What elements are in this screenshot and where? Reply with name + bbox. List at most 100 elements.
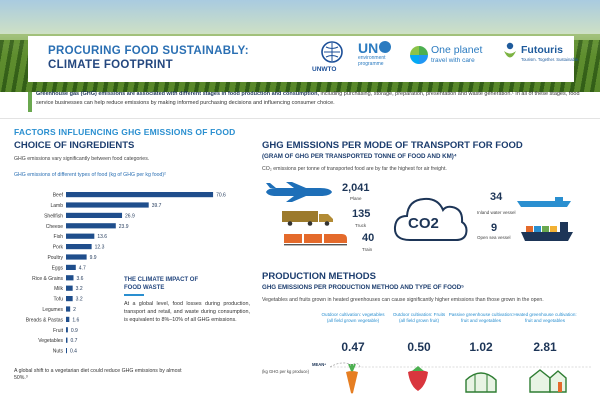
inland-vessel-label: Inland water vessel [477, 210, 516, 215]
bar [66, 285, 73, 291]
bar-category-label: Rice & Grains [32, 276, 63, 282]
page-title-line2: CLIMATE FOOTPRINT [48, 59, 173, 71]
heated-greenhouse-icon [529, 369, 567, 393]
bar-category-label: Nuts [53, 349, 64, 355]
bar [66, 327, 68, 333]
bar-value-label: 13.6 [97, 234, 107, 240]
intro-rest-text: including purchasing, storage, preparati… [36, 91, 580, 106]
bar-category-label: Legumes [42, 307, 63, 313]
choice-subtitle: GHG emissions vary significantly between… [14, 156, 150, 162]
bar [66, 254, 87, 260]
sea-vessel-value: 9 [491, 222, 498, 234]
futouris-logo-text: Futouris [521, 44, 563, 56]
choice-title: CHOICE OF INGREDIENTS [14, 140, 135, 151]
unwto-logo-icon [321, 41, 343, 63]
carrot-icon [346, 364, 358, 394]
bar [66, 264, 76, 270]
plane-icon [266, 182, 332, 202]
food-waste-rule [124, 294, 144, 296]
bar-value-label: 0.7 [70, 338, 77, 344]
greenhouse-icon [465, 372, 497, 393]
inland-vessel-value: 34 [490, 191, 503, 203]
food-waste-box [116, 272, 254, 352]
futouris-logo-icon [504, 42, 516, 58]
bar-value-label: 70.6 [216, 193, 226, 199]
train-icon [284, 234, 347, 246]
method-value-3: 1.02 [469, 340, 493, 354]
factors-title: FACTORS INFLUENCING GHG EMISSIONS OF FOO… [14, 127, 236, 137]
one-planet-logo-icon [410, 46, 428, 64]
bar-value-label: 39.7 [152, 203, 162, 209]
one-planet-logo-text: One planet [431, 44, 483, 56]
transport-note: CO₂ emissions per tonne of transported f… [262, 166, 447, 172]
intro-text: Greenhouse gas (GHG) emissions are assoc… [36, 90, 584, 107]
bar [66, 202, 149, 208]
bar-value-label: 9.9 [90, 255, 97, 261]
bar-category-label: Beef [53, 193, 64, 199]
bar [66, 306, 71, 312]
bar-value-label: 0.9 [71, 328, 78, 334]
bar-category-label: Fruit [53, 328, 64, 334]
chart-caption: GHG emissions of different types of food… [14, 172, 166, 178]
bar-category-label: Fish [54, 234, 64, 240]
method-label-4: Heated greenhouse cultivation: fruit and … [513, 312, 577, 324]
method-label-3: Passive greenhouse cultivation: fruit and… [448, 312, 514, 324]
bar-category-label: Pork [53, 245, 64, 251]
truck-label: Truck [355, 223, 367, 228]
food-waste-body: At a global level, food losses during pr… [124, 301, 250, 323]
futouris-logo-subtext: Tourism. Together. Sustainable. [521, 57, 580, 62]
method-value-4: 2.81 [533, 340, 557, 354]
unep-logo-subtext: environment programme [358, 55, 386, 67]
bar-value-label: 12.3 [95, 245, 105, 251]
food-emissions-bar-chart: Beef 70.6 Lamb 39.7 Shellfish 26.9 Cheese 23.9 F… [26, 192, 226, 355]
bar-category-label: Vegetables [38, 338, 63, 344]
section-divider [0, 118, 600, 119]
plane-value: 2,041 [342, 182, 370, 194]
train-value: 40 [362, 232, 375, 244]
one-planet-logo-subtext: travel with care [431, 57, 475, 64]
method-value-2: 0.50 [407, 340, 431, 354]
bar [66, 296, 73, 302]
intro-bold-text: Greenhouse gas (GHG) emissions are assoc… [36, 91, 319, 97]
transport-subtitle: (GRAM OF GHG PER TRANSPORTED TONNE OF FO… [262, 153, 457, 160]
bar-value-label: 3.2 [76, 297, 83, 303]
bar-value-label: 26.9 [125, 213, 135, 219]
sea-vessel-label: Open sea vessel [477, 235, 511, 240]
production-title: PRODUCTION METHODS [262, 271, 376, 282]
bar-value-label: 1.6 [72, 317, 79, 323]
bar-category-label: Breads & Pastas [26, 317, 64, 323]
truck-icon [282, 211, 333, 226]
production-note: Vegetables and fruits grown in heated gr… [262, 297, 544, 303]
bar-category-label: Lamb [50, 203, 63, 209]
bar-value-label: 0.4 [70, 349, 77, 355]
bar [66, 212, 123, 218]
unep-logo-text: UN [358, 40, 379, 56]
strawberry-icon [408, 366, 428, 391]
method-value-1: 0.47 [341, 340, 365, 354]
bar-value-label: 23.9 [119, 224, 129, 230]
mean-label: MEAN⁶ [312, 362, 327, 367]
bar-category-label: Poultry [47, 255, 63, 261]
bar [66, 337, 68, 343]
bar [66, 244, 92, 250]
co2-cloud-icon [393, 197, 468, 241]
intro-accent-bar [28, 92, 32, 112]
inland-vessel-icon [517, 197, 571, 207]
bar [66, 275, 74, 281]
bar-category-label: Cheese [46, 224, 63, 230]
bar-value-label: 2 [73, 307, 76, 313]
bar-category-label: Shellfish [44, 213, 63, 219]
sea-vessel-icon [521, 222, 573, 241]
page-title-line1: PROCURING FOOD SUSTAINABLY: [48, 45, 249, 57]
truck-value: 135 [352, 208, 371, 220]
unep-globe-icon [379, 41, 391, 53]
method-label-2: Outdoor cultivation: Fruits (all field gr… [392, 312, 446, 324]
bar-value-label: 4.7 [79, 265, 86, 271]
train-label: Train [362, 247, 373, 252]
bar-category-label: Milk [54, 286, 63, 292]
co2-label: CO2 [408, 215, 439, 232]
method-label-1: Outdoor cultivation: vegetables (all fiel… [321, 312, 385, 324]
bar [66, 192, 214, 198]
unwto-logo-text: UNWTO [312, 66, 337, 73]
transport-title: GHG EMISSIONS PER MODE OF TRANSPORT FOR … [262, 140, 523, 151]
